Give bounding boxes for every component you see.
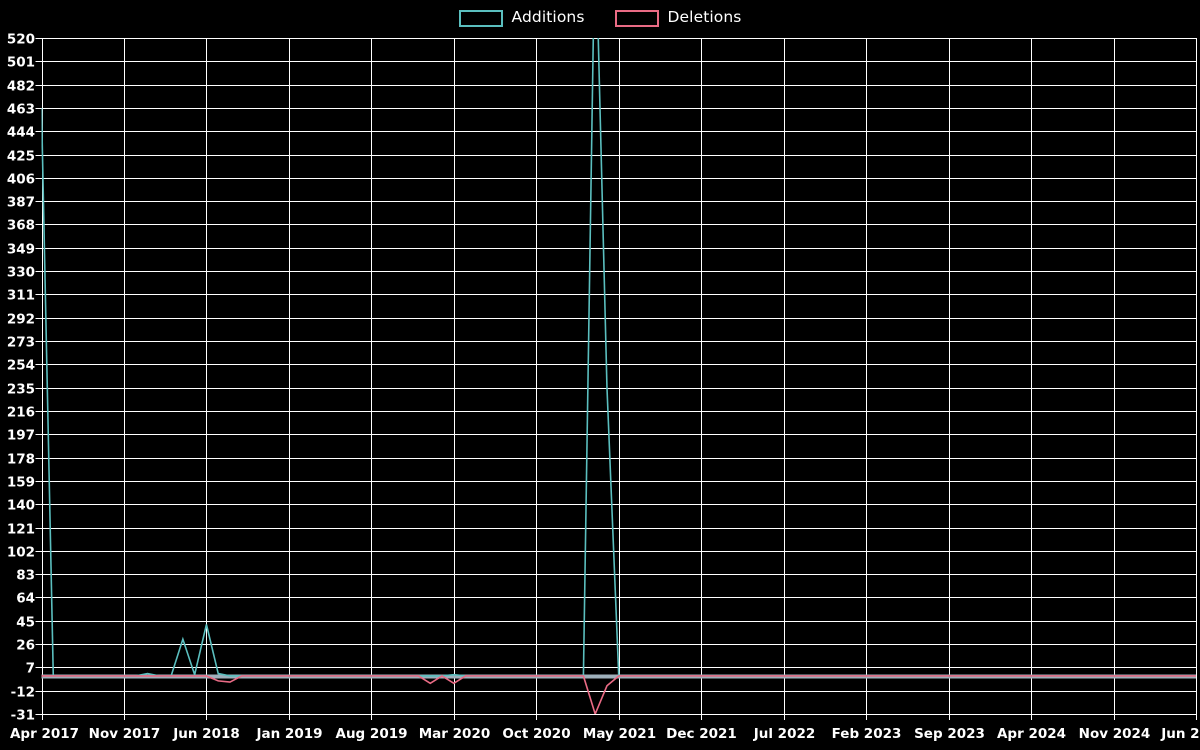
legend-additions[interactable]: Additions	[458, 8, 585, 27]
y-axis-tick-label: 159	[7, 475, 35, 491]
x-axis-tick-label: Mar 2020	[419, 726, 490, 742]
y-axis-tick-label: 273	[7, 335, 35, 351]
y-axis-tick-label: 254	[7, 358, 35, 374]
y-axis-tick-label: 7	[26, 661, 35, 677]
legend-swatch-additions-icon	[458, 9, 503, 27]
legend-label-additions: Additions	[511, 8, 585, 27]
x-axis-tick-label: Sep 2023	[914, 726, 985, 742]
x-axis-tick-label: Oct 2020	[502, 726, 570, 742]
legend-deletions[interactable]: Deletions	[614, 8, 742, 27]
y-axis-tick-label: 520	[7, 32, 35, 48]
x-axis-tick-label: Jun 2025	[1160, 726, 1200, 742]
axis-tickmarks	[35, 37, 1198, 720]
x-axis-tick-label: Dec 2021	[666, 726, 737, 742]
data-series	[41, 38, 1196, 714]
x-axis-tick-label: Jul 2022	[753, 726, 816, 742]
x-axis-tick-label: Jun 2018	[172, 726, 240, 742]
y-axis-tick-label: 330	[7, 265, 35, 281]
y-axis-tick-label: 140	[7, 498, 35, 514]
y-axis-tick-label: 178	[7, 452, 35, 468]
y-axis-tick-label: 216	[7, 405, 35, 421]
y-axis-tick-label: 26	[16, 638, 35, 654]
y-axis-tick-label: 235	[7, 382, 35, 398]
y-axis-tick-label: 406	[7, 172, 35, 188]
y-axis-tick-label: 64	[16, 591, 35, 607]
y-axis-tick-label: 349	[7, 242, 35, 258]
series-line-deletions	[41, 675, 1196, 714]
x-axis-tick-label: Nov 2017	[89, 726, 161, 742]
y-axis-tick-label: 501	[7, 55, 35, 71]
x-axis-tick-label: Jan 2019	[255, 726, 322, 742]
y-axis-tick-label: 121	[7, 522, 35, 538]
y-axis-tick-label: 425	[7, 149, 35, 165]
y-axis-tick-label: 368	[7, 218, 35, 234]
y-axis-tick-label: 463	[7, 102, 35, 118]
y-axis-tick-label: 482	[7, 79, 35, 95]
y-axis-labels: 520 501 482 463 444 425 406 387 368 349 330 311 292 2…	[7, 32, 35, 724]
gridlines	[41, 37, 1198, 716]
y-axis-tick-label: 45	[16, 615, 35, 631]
y-axis-tick-label: -12	[11, 685, 35, 701]
x-axis-tick-label: Nov 2024	[1079, 726, 1151, 742]
y-axis-tick-label: 292	[7, 312, 35, 328]
y-axis-tick-label: 311	[7, 288, 35, 304]
chart-legend: Additions Deletions	[0, 0, 1200, 36]
legend-swatch-deletions-icon	[614, 9, 659, 27]
x-axis-tick-label: Apr 2017	[10, 726, 79, 742]
y-axis-tick-label: 102	[7, 545, 35, 561]
legend-label-deletions: Deletions	[667, 8, 742, 27]
x-axis-tick-label: Apr 2024	[997, 726, 1066, 742]
y-axis-tick-label: 387	[7, 195, 35, 211]
y-axis-tick-label: 197	[7, 428, 35, 444]
x-axis-tick-label: Aug 2019	[336, 726, 408, 742]
y-axis-tick-label: 83	[16, 568, 35, 584]
x-axis-tick-label: May 2021	[583, 726, 656, 742]
x-axis-labels: Apr 2017 Nov 2017 Jun 2018 Jan 2019 Aug 2019…	[10, 726, 1200, 742]
y-axis-tick-label: 444	[7, 125, 35, 141]
x-axis-tick-label: Feb 2023	[832, 726, 902, 742]
y-axis-tick-label: -31	[11, 708, 35, 724]
